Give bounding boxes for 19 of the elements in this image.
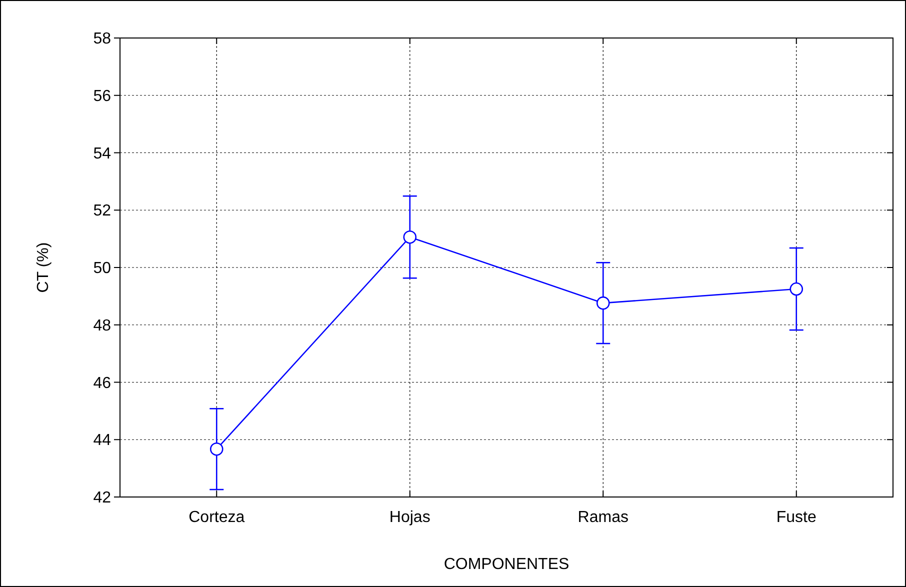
x-tick-label: Fuste: [776, 509, 816, 526]
point: [403, 230, 417, 244]
x-tick-label: Ramas: [578, 509, 628, 526]
x-axis-title: COMPONENTES: [444, 556, 570, 573]
y-axis-title: CT (%): [35, 242, 52, 293]
y-tick-label: 48: [93, 317, 112, 334]
y-tick-label: 44: [93, 432, 112, 450]
x-tick-label: Corteza: [188, 509, 245, 526]
y-tick-label: 42: [93, 490, 112, 507]
point: [596, 296, 610, 310]
y-tick-label: 46: [93, 374, 112, 392]
y-tick-label: 56: [93, 88, 112, 105]
y-tick-label: 52: [93, 202, 112, 220]
point: [210, 442, 224, 456]
point: [790, 282, 804, 296]
x-tick-label: Hojas: [389, 509, 430, 526]
y-tick-label: 50: [93, 260, 112, 278]
y-tick-label: 54: [93, 145, 112, 162]
y-tick-label: 58: [93, 30, 112, 48]
